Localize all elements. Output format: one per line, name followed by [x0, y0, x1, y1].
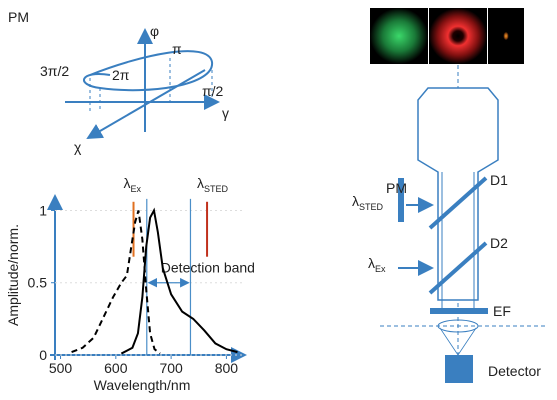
detection-band-label: Detection band: [161, 260, 255, 276]
psf-excitation-image: [370, 8, 428, 64]
y-tick-label: 0.5: [28, 275, 48, 291]
psf-result-image: [488, 8, 524, 64]
symbol: λ: [352, 193, 359, 209]
x-axis-label: Wavelength/nm: [94, 377, 191, 393]
x-tick-label: 600: [104, 360, 128, 376]
subscript: STED: [204, 184, 229, 194]
gamma-label: γ: [222, 105, 229, 121]
sted-label: λSTED: [352, 193, 384, 212]
marker-label: λEx: [124, 175, 142, 194]
detector-label: Detector: [488, 363, 541, 379]
symbol: λ: [368, 255, 375, 271]
chi-label: χ: [74, 139, 82, 155]
spectrum-line: [121, 210, 237, 353]
chi-axis: [88, 70, 205, 138]
emission-filter: [430, 308, 488, 314]
phase-label: π/2: [202, 83, 224, 99]
y-axis-label: Amplitude/norm.: [5, 224, 21, 326]
phase-label: 2π: [112, 67, 130, 83]
pm-diagram: PM φ γ χ π 3π/2 2π π/2: [8, 9, 229, 155]
y-tick-label: 0: [39, 347, 47, 363]
x-tick-label: 700: [159, 360, 183, 376]
symbol: λ: [197, 175, 204, 191]
symbol: λ: [124, 175, 131, 191]
d1-label: D1: [490, 172, 508, 188]
x-tick-label: 500: [49, 360, 73, 376]
spectrum-chart: Wavelength/nm Amplitude/norm. 500 600 700 8…: [5, 175, 255, 393]
marker-label: λSTED: [197, 175, 229, 194]
phi-label: φ: [150, 23, 159, 39]
ex-label: λEx: [368, 255, 386, 274]
phase-label: 3π/2: [40, 63, 69, 79]
projection-lines: [90, 58, 212, 112]
psf-sted-image: [429, 8, 487, 64]
subscript: Ex: [375, 264, 386, 274]
y-tick-label: 1: [39, 202, 47, 218]
detector: [445, 355, 473, 383]
subscript: STED: [359, 202, 384, 212]
pm-title: PM: [8, 9, 29, 25]
subscript: Ex: [131, 184, 142, 194]
pm-label: PM: [386, 180, 407, 196]
pm-loop: [84, 51, 212, 90]
ef-label: EF: [493, 303, 511, 319]
x-tick-label: 800: [215, 360, 239, 376]
d2-label: D2: [490, 235, 508, 251]
setup-diagram: PM λSTED λEx D1 D2 EF Detector: [352, 8, 545, 383]
figure: PM φ γ χ π 3π/2 2π π/2 Wavelength/nm Amp…: [0, 0, 557, 400]
phase-label: π: [172, 41, 182, 57]
